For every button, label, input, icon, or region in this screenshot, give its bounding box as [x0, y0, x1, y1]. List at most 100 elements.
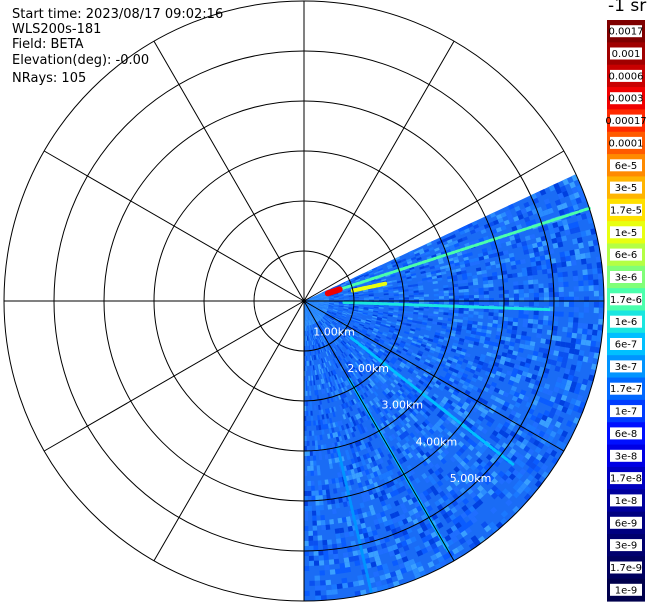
sector-cell: [425, 545, 433, 552]
sector-cell: [520, 208, 527, 215]
sector-cell: [324, 328, 329, 334]
sector-cell: [320, 409, 324, 415]
sector-cell: [467, 343, 474, 348]
sector-cell: [311, 355, 314, 361]
sector-cell: [418, 312, 424, 316]
sector-cell: [396, 436, 402, 442]
sector-cell: [408, 558, 416, 566]
sector-cell: [542, 225, 549, 232]
sector-cell: [372, 365, 378, 371]
sector-cell: [338, 292, 344, 295]
sector-cell: [320, 331, 324, 337]
sector-cell: [356, 445, 361, 452]
sector-cell: [334, 568, 341, 575]
sector-cell: [328, 296, 334, 298]
sector-cell: [463, 470, 471, 478]
sector-cell: [493, 436, 500, 444]
sector-cell: [567, 353, 574, 360]
sector-cell: [365, 452, 371, 459]
sector-cell: [583, 301, 589, 308]
sector-cell: [492, 346, 499, 351]
sector-cell: [500, 355, 507, 362]
sector-cell: [472, 278, 478, 283]
sector-cell: [356, 456, 362, 463]
sector-cell: [331, 312, 337, 315]
sector-cell: [564, 368, 571, 375]
sector-cell: [387, 475, 393, 482]
sector-cell: [587, 329, 593, 336]
sector-cell: [564, 384, 571, 392]
sector-cell: [542, 432, 550, 440]
colorbar-tick-label: 3e-6: [615, 273, 638, 284]
sector-cell: [341, 387, 345, 394]
sector-cell: [521, 438, 529, 446]
sector-cell: [342, 414, 347, 420]
sector-cell: [399, 387, 405, 393]
sector-cell: [462, 276, 468, 281]
sector-cell: [468, 314, 474, 318]
sector-cell: [351, 370, 356, 376]
sector-cell: [530, 261, 537, 267]
sector-cell: [353, 275, 359, 279]
sector-cell: [311, 495, 316, 501]
sector-cell: [331, 381, 335, 387]
sector-cell: [364, 298, 369, 301]
sector-cell: [346, 433, 351, 440]
sector-cell: [313, 355, 316, 361]
sector-cell: [378, 474, 384, 481]
sector-cell: [421, 441, 428, 448]
sector-cell: [372, 358, 378, 363]
sector-cell: [554, 409, 562, 417]
sector-cell: [547, 273, 553, 279]
sector-cell: [331, 478, 336, 484]
sector-cell: [363, 532, 369, 539]
sector-cell: [337, 321, 343, 325]
sector-cell: [431, 368, 437, 373]
sector-cell: [375, 277, 381, 280]
sector-cell: [358, 377, 363, 383]
sector-cell: [544, 363, 551, 370]
sector-cell: [346, 335, 351, 340]
sector-cell: [541, 240, 548, 247]
sector-cell: [318, 424, 322, 431]
sector-cell: [483, 525, 492, 533]
sector-cell: [408, 509, 415, 517]
sector-cell: [413, 297, 419, 300]
sector-cell: [479, 225, 486, 231]
sector-cell: [411, 388, 418, 394]
sector-cell: [485, 262, 491, 267]
sector-cell: [436, 522, 444, 529]
sector-cell: [348, 360, 353, 366]
sector-cell: [467, 323, 473, 328]
sector-cell: [560, 256, 566, 263]
sector-cell: [449, 456, 457, 463]
sector-cell: [572, 327, 578, 334]
sector-cell: [470, 425, 478, 432]
sector-cell: [397, 280, 403, 284]
sector-cell: [467, 395, 474, 401]
sector-cell: [397, 314, 404, 317]
sector-cell: [403, 312, 409, 316]
sector-cell: [368, 369, 374, 375]
sector-cell: [561, 357, 568, 364]
sector-cell: [587, 240, 594, 247]
sector-cell: [390, 445, 397, 452]
sector-cell: [312, 329, 315, 335]
sector-cell: [331, 312, 337, 316]
sector-cell: [458, 307, 464, 311]
sector-cell: [511, 329, 517, 335]
sector-cell: [331, 458, 336, 464]
sector-cell: [339, 354, 344, 360]
sector-cell: [382, 505, 388, 512]
colorbar-tick-label: 1e-6: [615, 317, 638, 328]
sector-cell: [354, 441, 360, 447]
sector-cell: [315, 420, 319, 426]
sector-cell: [383, 311, 389, 315]
sector-cell: [425, 403, 432, 409]
sector-cell: [467, 252, 473, 257]
sector-cell: [334, 379, 338, 386]
sector-cell: [408, 475, 415, 482]
sector-cell: [542, 451, 551, 460]
sector-cell: [478, 237, 485, 243]
